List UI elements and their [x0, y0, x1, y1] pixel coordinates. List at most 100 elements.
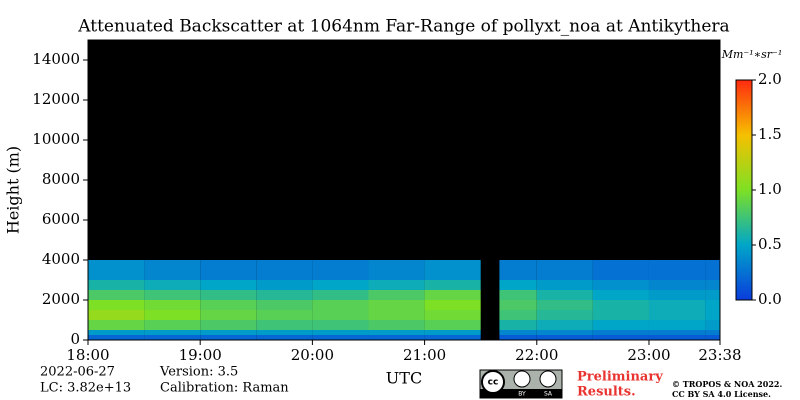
colorbar-tick-label: 1.5 [758, 125, 782, 143]
heat-cell [705, 300, 720, 310]
lidar-constant: LC: 3.82e+13 [40, 381, 131, 396]
heat-cell [592, 335, 649, 340]
colorbar-tick-label: 0.0 [758, 290, 782, 308]
notice: Results. [577, 385, 636, 400]
x-tick-label: 23:00 [627, 346, 670, 364]
heat-cell [648, 330, 706, 335]
colorbar-label: Mm⁻¹∗sr⁻¹ [721, 48, 783, 61]
heat-cell [200, 335, 257, 340]
heat-cell [536, 280, 593, 290]
heat-cell [312, 335, 369, 340]
heat-cell [88, 335, 145, 340]
heat-cell [592, 320, 649, 330]
x-axis-label: UTC [386, 369, 422, 388]
x-tick-label: 19:00 [179, 346, 222, 364]
heat-cell [536, 300, 593, 310]
y-tick-label: 2000 [42, 290, 80, 308]
heat-cell [88, 260, 145, 280]
heat-cell [200, 290, 257, 300]
y-tick-label: 8000 [42, 170, 80, 188]
heat-cell [592, 300, 649, 310]
heat-cell [256, 290, 313, 300]
heat-cell [536, 320, 593, 330]
heat-cell [312, 260, 369, 280]
x-tick-label: 22:00 [515, 346, 558, 364]
heat-cell [592, 330, 649, 335]
heat-cell [256, 260, 313, 280]
heat-cell [200, 310, 257, 320]
heat-cell [312, 300, 369, 310]
heat-cell [536, 335, 593, 340]
heat-cell [88, 320, 145, 330]
heat-cell [499, 260, 537, 280]
chart-title: Attenuated Backscatter at 1064nm Far-Ran… [77, 17, 729, 37]
y-tick-label: 14000 [32, 50, 80, 68]
heat-cell [256, 310, 313, 320]
heat-cell [424, 310, 481, 320]
heat-cell [648, 290, 706, 300]
y-tick-label: 4000 [42, 250, 80, 268]
colorbar [735, 79, 753, 301]
heat-cell [88, 330, 145, 335]
x-tick-label: 18:00 [66, 346, 109, 364]
y-tick-label: 12000 [32, 90, 80, 108]
heat-cell [368, 290, 425, 300]
colorbar-tick-label: 2.0 [758, 70, 782, 88]
heat-cell [200, 280, 257, 290]
heat-cell [592, 260, 649, 280]
heat-cell [256, 330, 313, 335]
heat-cell [648, 335, 706, 340]
heat-cell [312, 280, 369, 290]
heat-cell [368, 335, 425, 340]
heat-cell [648, 310, 706, 320]
heat-cell [424, 260, 481, 280]
heat-cell [368, 320, 425, 330]
heat-cell [705, 290, 720, 300]
heat-cell [368, 300, 425, 310]
license: © TROPOS & NOA 2022. [672, 379, 782, 389]
heat-cell [499, 290, 537, 300]
heat-cell [499, 280, 537, 290]
heat-cell [499, 335, 537, 340]
notice: Preliminary [577, 370, 663, 385]
heat-cell [256, 320, 313, 330]
heat-cell [536, 310, 593, 320]
heat-cell [312, 290, 369, 300]
heat-cell [144, 260, 201, 280]
colorbar-tick-label: 0.5 [758, 235, 782, 253]
x-tick-label: 20:00 [291, 346, 334, 364]
heat-cell [256, 300, 313, 310]
heat-cell [705, 320, 720, 330]
logo-label: SA [544, 391, 553, 398]
heat-cell [144, 335, 201, 340]
license: CC BY SA 4.0 License. [672, 389, 771, 399]
heat-cell [312, 310, 369, 320]
heat-cell [424, 335, 481, 340]
heat-cell [200, 330, 257, 335]
heat-cell [200, 260, 257, 280]
date: 2022-06-27 [40, 365, 115, 380]
heat-cell [200, 320, 257, 330]
heat-cell [88, 310, 145, 320]
heat-cell [88, 280, 145, 290]
heat-cell [499, 330, 537, 335]
heat-cell [499, 300, 537, 310]
heat-cell [88, 300, 145, 310]
heat-cell [144, 300, 201, 310]
heat-cell [705, 260, 720, 280]
heat-cell [705, 310, 720, 320]
heat-cell [368, 330, 425, 335]
heat-cell [536, 290, 593, 300]
heat-cell [144, 310, 201, 320]
heat-cell [424, 320, 481, 330]
colorbar-tick-label: 1.0 [758, 180, 782, 198]
heat-cell [88, 290, 145, 300]
heat-cell [144, 280, 201, 290]
heat-cell [648, 320, 706, 330]
y-tick-label: 0 [70, 330, 80, 348]
svg-text:cc: cc [488, 378, 499, 388]
heat-cell [705, 280, 720, 290]
heat-cell [536, 330, 593, 335]
heat-cell [312, 330, 369, 335]
